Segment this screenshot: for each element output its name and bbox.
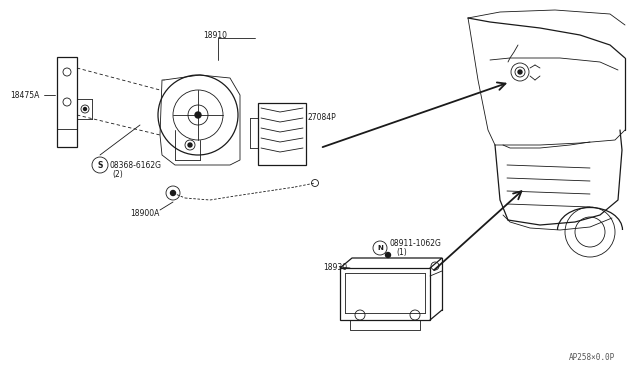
Circle shape: [518, 70, 522, 74]
Text: 08368-6162G: 08368-6162G: [110, 160, 162, 170]
Circle shape: [385, 253, 390, 257]
Text: AP258×0.0P: AP258×0.0P: [569, 353, 615, 362]
Text: N: N: [377, 245, 383, 251]
Text: 18475A: 18475A: [10, 90, 40, 99]
Circle shape: [188, 143, 192, 147]
Bar: [57, 57, 77, 147]
Text: 18910: 18910: [203, 31, 227, 39]
Text: S: S: [97, 160, 102, 170]
Bar: [258, 103, 306, 165]
Text: (1): (1): [396, 248, 407, 257]
Text: 08911-1062G: 08911-1062G: [390, 240, 442, 248]
Text: 18930: 18930: [323, 263, 347, 272]
Circle shape: [83, 108, 86, 110]
Circle shape: [170, 190, 175, 196]
Text: 18900A: 18900A: [130, 208, 159, 218]
Circle shape: [195, 112, 201, 118]
Text: 27084P: 27084P: [308, 113, 337, 122]
Bar: [340, 268, 430, 320]
Text: (2): (2): [112, 170, 123, 180]
